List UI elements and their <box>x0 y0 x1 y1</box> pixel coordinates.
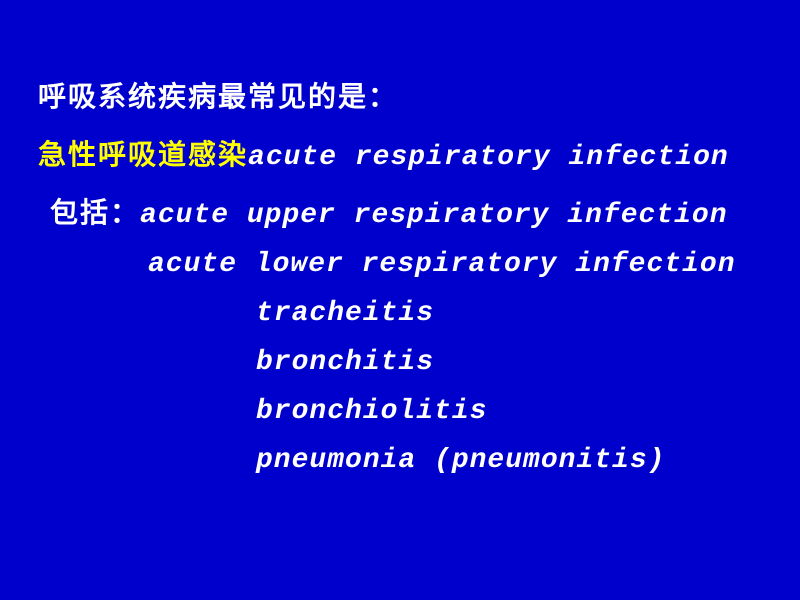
bronchitis: bronchitis <box>256 347 434 378</box>
bronchiolitis: bronchiolitis <box>256 396 487 427</box>
highlight-en: acute respiratory infection <box>248 142 729 173</box>
slide-content: 呼吸系统疾病最常见的是： 急性呼吸道感染acute respiratory in… <box>0 0 800 476</box>
lower-line: acute lower respiratory infection <box>38 249 770 280</box>
upper-infection: acute upper respiratory infection <box>140 200 728 231</box>
highlight-cn: 急性呼吸道感染 <box>38 140 248 171</box>
include-line: 包括：acute upper respiratory infection <box>38 191 770 231</box>
lower-infection: acute lower respiratory infection <box>148 249 736 280</box>
highlight-line: 急性呼吸道感染acute respiratory infection <box>38 133 770 173</box>
sub-item-1: tracheitis <box>38 298 770 329</box>
heading-line: 呼吸系统疾病最常见的是： <box>38 75 770 115</box>
sub-item-3: bronchiolitis <box>38 396 770 427</box>
tracheitis: tracheitis <box>256 298 434 329</box>
pneumonia: pneumonia (pneumonitis) <box>256 445 665 476</box>
include-label: 包括： <box>50 198 140 229</box>
sub-item-4: pneumonia (pneumonitis) <box>38 445 770 476</box>
sub-item-2: bronchitis <box>38 347 770 378</box>
